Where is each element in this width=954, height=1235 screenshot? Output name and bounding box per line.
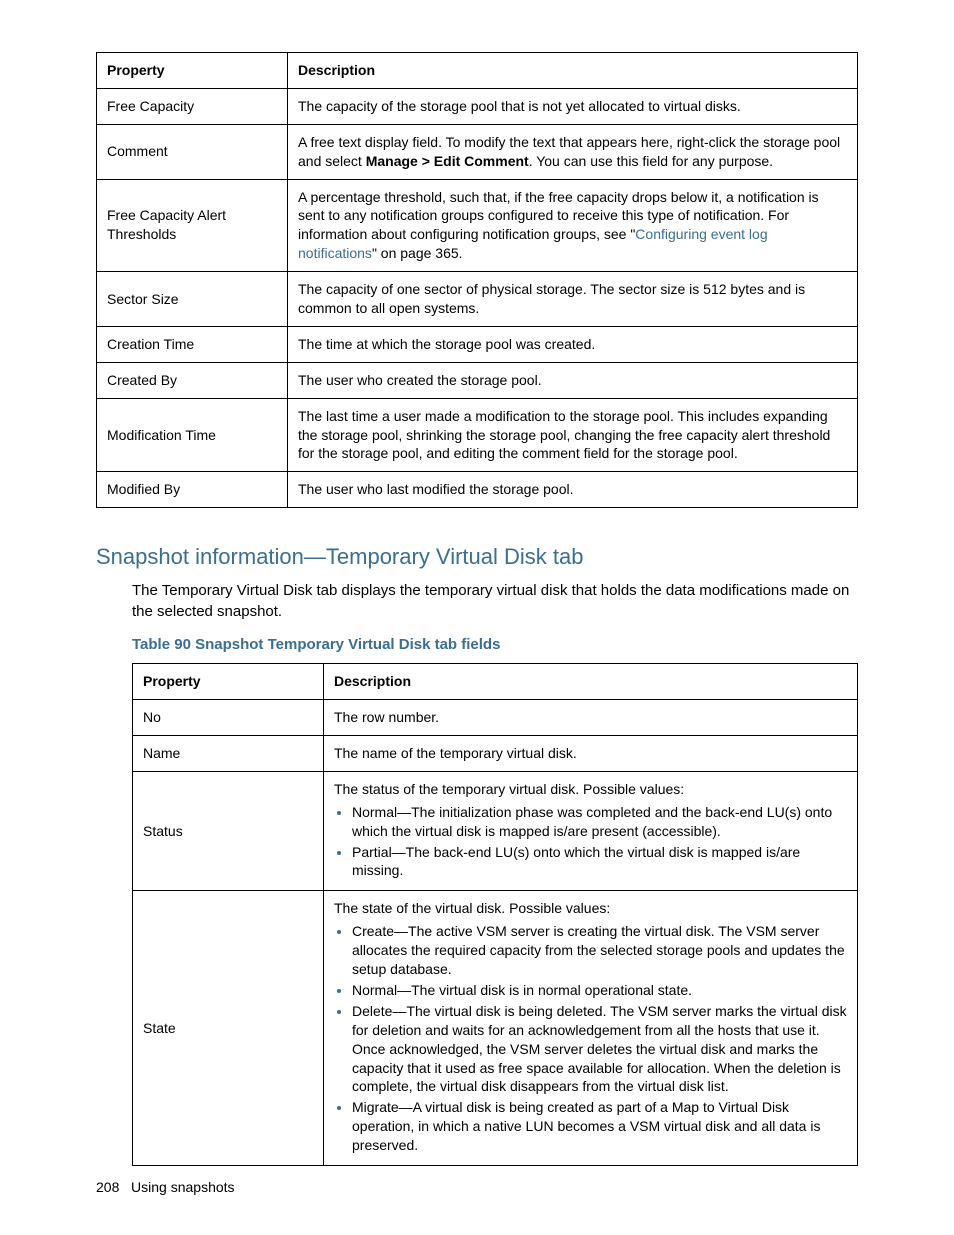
cell-description: The time at which the storage pool was c… bbox=[288, 326, 858, 362]
table-row: Modified By The user who last modified t… bbox=[97, 472, 858, 508]
table-header-row: Property Description bbox=[97, 53, 858, 89]
cell-description: The user who created the storage pool. bbox=[288, 362, 858, 398]
cell-property: Free Capacity Alert Thresholds bbox=[97, 179, 288, 272]
cell-description: A free text display field. To modify the… bbox=[288, 124, 858, 179]
table-row: State The state of the virtual disk. Pos… bbox=[133, 891, 858, 1166]
cell-description: A percentage threshold, such that, if th… bbox=[288, 179, 858, 272]
header-description: Description bbox=[288, 53, 858, 89]
cell-description: The state of the virtual disk. Possible … bbox=[324, 891, 858, 1166]
cell-description: The user who last modified the storage p… bbox=[288, 472, 858, 508]
list-item: Partial—The back-end LU(s) onto which th… bbox=[352, 843, 847, 881]
cell-property: Creation Time bbox=[97, 326, 288, 362]
properties-table-1: Property Description Free Capacity The c… bbox=[96, 52, 858, 508]
list-item: Create—The active VSM server is creating… bbox=[352, 922, 847, 979]
list-item: Migrate—A virtual disk is being created … bbox=[352, 1098, 847, 1155]
cell-description: The capacity of the storage pool that is… bbox=[288, 88, 858, 124]
header-property: Property bbox=[133, 664, 324, 700]
cell-description: The status of the temporary virtual disk… bbox=[324, 771, 858, 890]
cell-property: Comment bbox=[97, 124, 288, 179]
table-row: Created By The user who created the stor… bbox=[97, 362, 858, 398]
page-footer: 208 Using snapshots bbox=[96, 1179, 235, 1195]
page-number: 208 bbox=[96, 1179, 119, 1195]
cell-property: Status bbox=[133, 771, 324, 890]
list-item: Normal—The initialization phase was comp… bbox=[352, 803, 847, 841]
cell-description: The last time a user made a modification… bbox=[288, 398, 858, 472]
state-bullets: Create—The active VSM server is creating… bbox=[334, 922, 847, 1155]
list-item: Delete—The virtual disk is being deleted… bbox=[352, 1002, 847, 1096]
cell-property: Modification Time bbox=[97, 398, 288, 472]
cell-description: The capacity of one sector of physical s… bbox=[288, 272, 858, 327]
cell-property: No bbox=[133, 700, 324, 736]
cell-property: Sector Size bbox=[97, 272, 288, 327]
section-heading: Snapshot information—Temporary Virtual D… bbox=[96, 544, 858, 570]
table-header-row: Property Description bbox=[133, 664, 858, 700]
table-row: Free Capacity The capacity of the storag… bbox=[97, 88, 858, 124]
table-row: Sector Size The capacity of one sector o… bbox=[97, 272, 858, 327]
cell-description: The row number. bbox=[324, 700, 858, 736]
table-row: Modification Time The last time a user m… bbox=[97, 398, 858, 472]
cell-property: State bbox=[133, 891, 324, 1166]
status-bullets: Normal—The initialization phase was comp… bbox=[334, 803, 847, 881]
table-caption: Table 90 Snapshot Temporary Virtual Disk… bbox=[132, 636, 858, 653]
table-row: No The row number. bbox=[133, 700, 858, 736]
list-item: Normal—The virtual disk is in normal ope… bbox=[352, 981, 847, 1000]
header-description: Description bbox=[324, 664, 858, 700]
section-name: Using snapshots bbox=[131, 1179, 235, 1195]
properties-table-2: Property Description No The row number. … bbox=[132, 663, 858, 1166]
table-row: Comment A free text display field. To mo… bbox=[97, 124, 858, 179]
page: Property Description Free Capacity The c… bbox=[0, 0, 954, 1235]
table-row: Creation Time The time at which the stor… bbox=[97, 326, 858, 362]
table-row: Status The status of the temporary virtu… bbox=[133, 771, 858, 890]
section-paragraph: The Temporary Virtual Disk tab displays … bbox=[132, 580, 858, 622]
cell-property: Modified By bbox=[97, 472, 288, 508]
cell-property: Free Capacity bbox=[97, 88, 288, 124]
cell-property: Created By bbox=[97, 362, 288, 398]
header-property: Property bbox=[97, 53, 288, 89]
cell-description: The name of the temporary virtual disk. bbox=[324, 736, 858, 772]
cell-property: Name bbox=[133, 736, 324, 772]
table-row: Free Capacity Alert Thresholds A percent… bbox=[97, 179, 858, 272]
table-row: Name The name of the temporary virtual d… bbox=[133, 736, 858, 772]
